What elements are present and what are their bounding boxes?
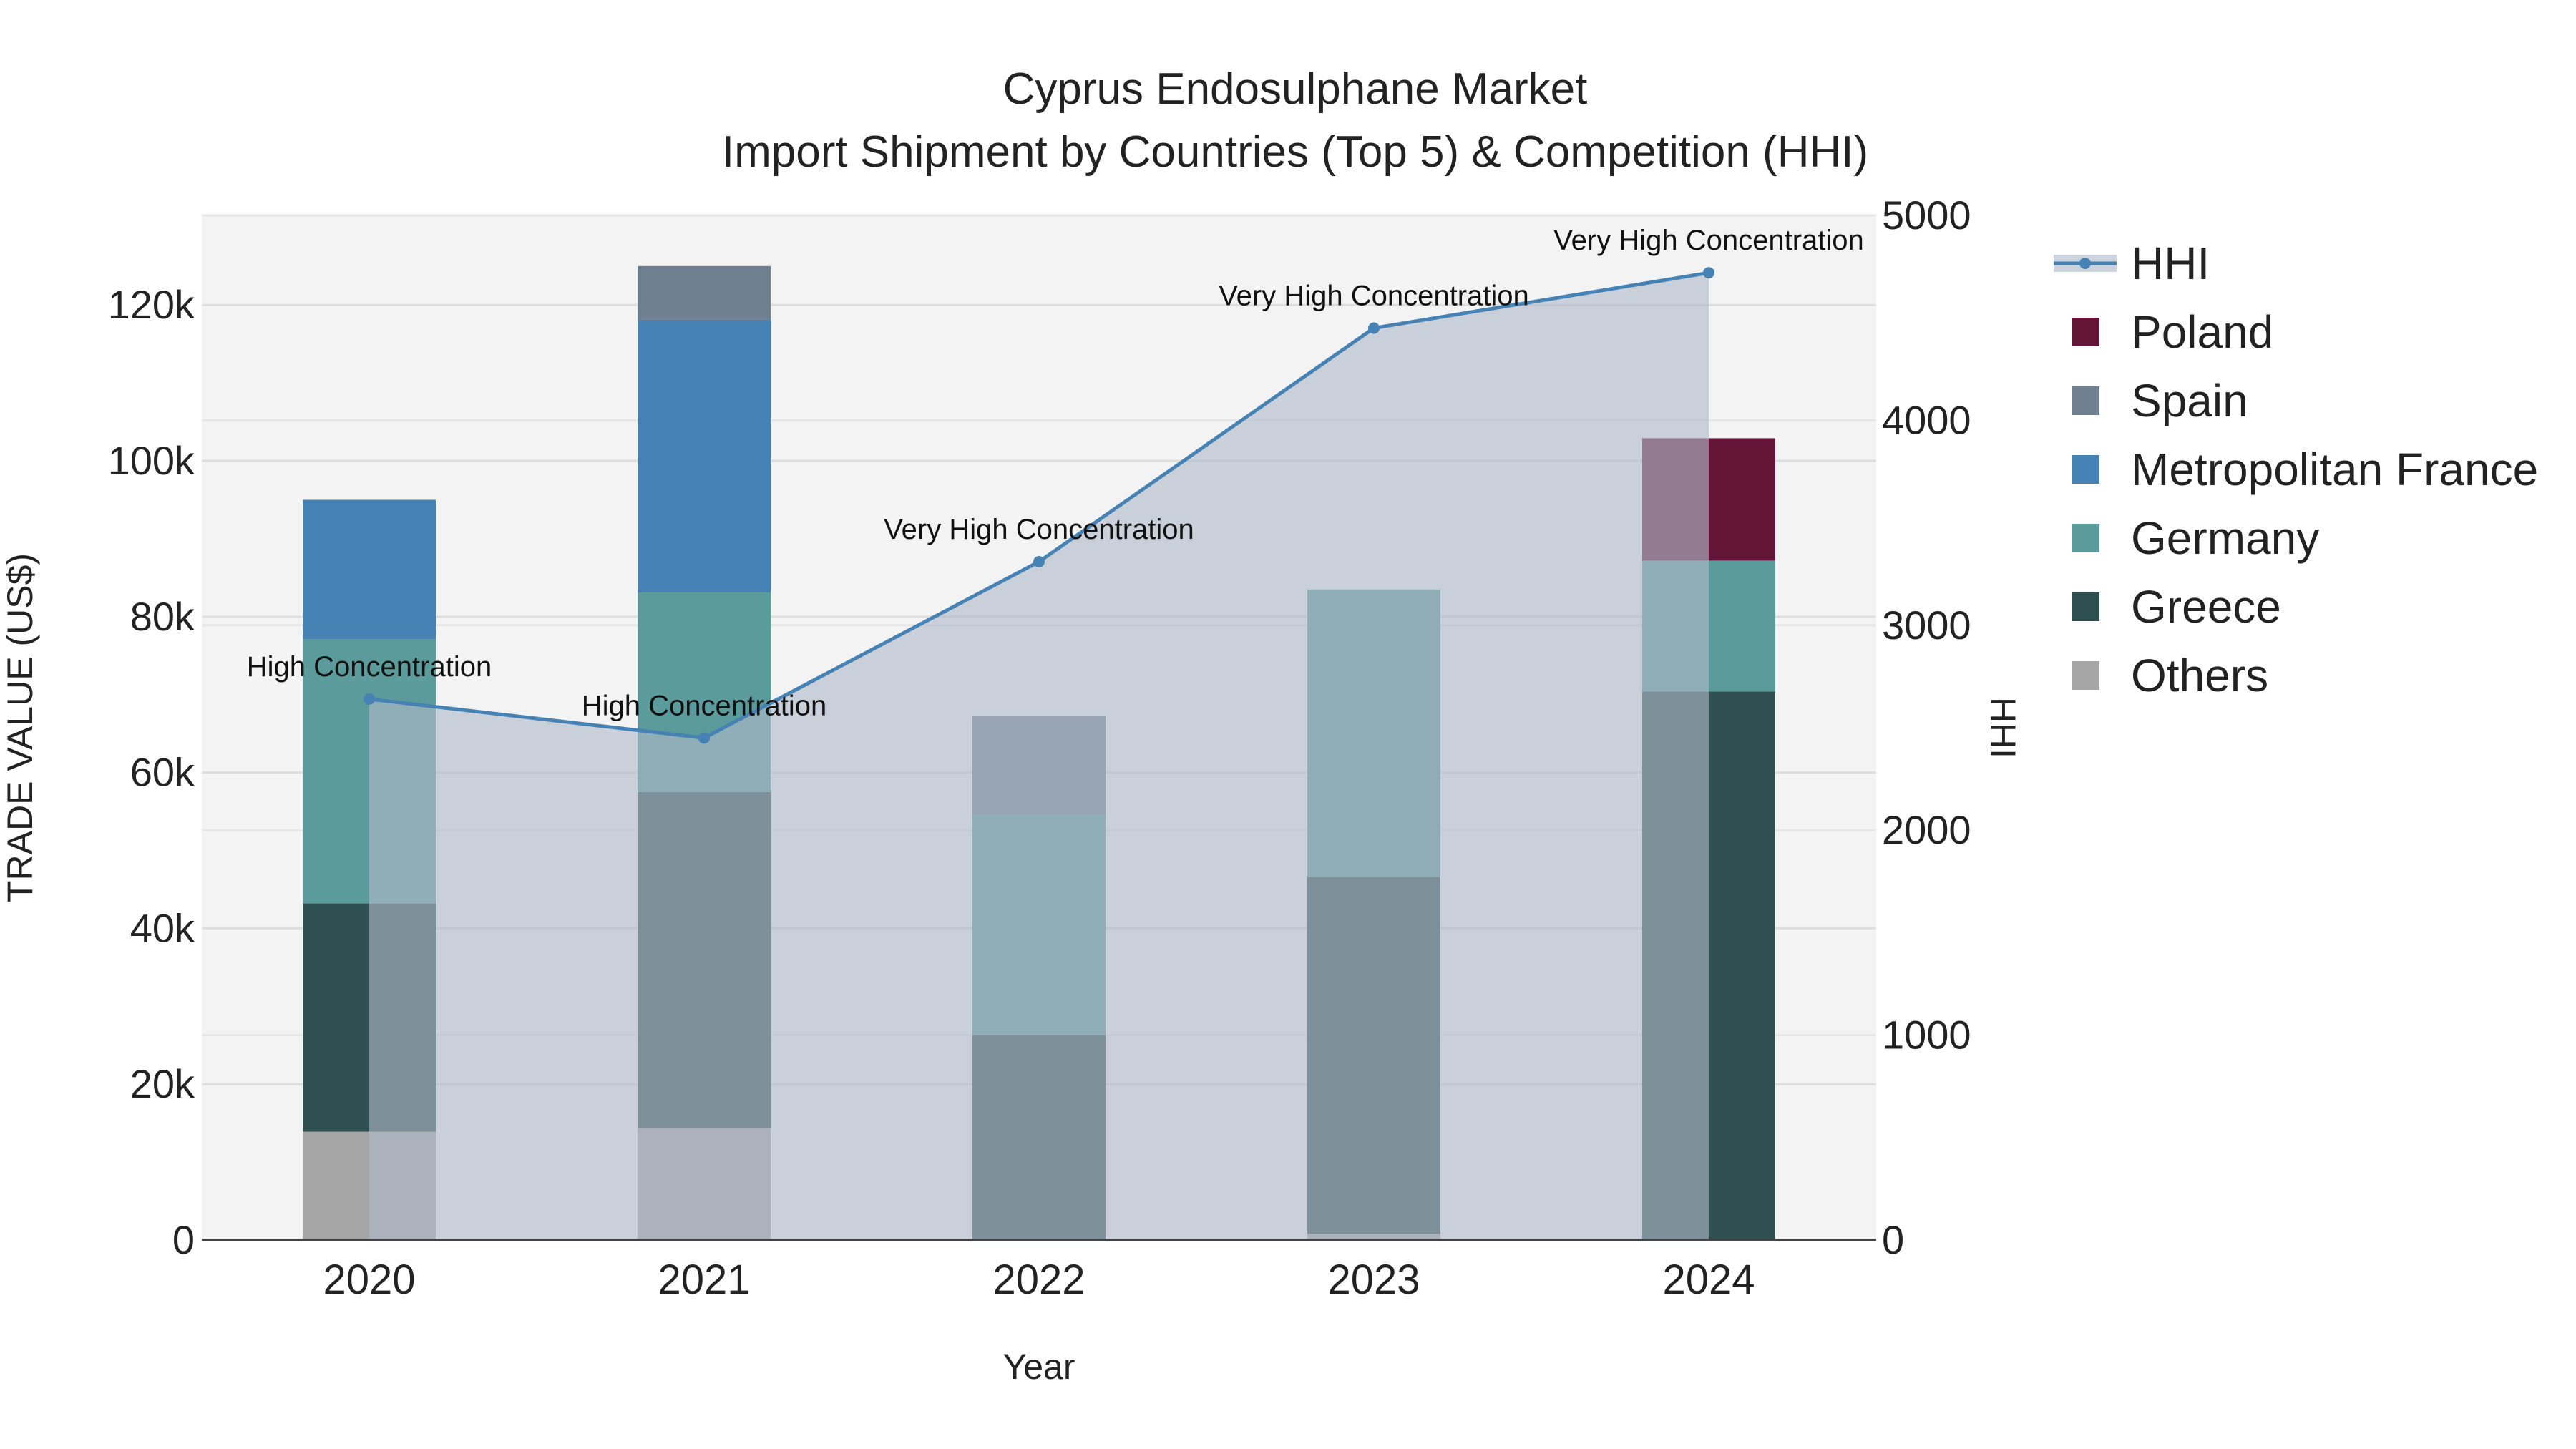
chart-subtitle: Import Shipment by Countries (Top 5) & C… bbox=[722, 127, 1868, 177]
legend-swatch-germany bbox=[2072, 524, 2099, 552]
legend-item-greece: Greece bbox=[2131, 581, 2281, 633]
y-tick-label: 60k bbox=[130, 750, 195, 795]
legend: HHI Poland Spain Metropolitan France Germany… bbox=[2054, 238, 2538, 701]
y2-tick-label: 2000 bbox=[1882, 807, 1971, 852]
legend-item-poland: Poland bbox=[2131, 306, 2273, 358]
hhi-label-2022: Very High Concentration bbox=[884, 514, 1194, 545]
legend-swatch-spain bbox=[2072, 386, 2099, 415]
y-tick-label: 120k bbox=[108, 282, 195, 327]
legend-swatch-others bbox=[2072, 661, 2099, 690]
hhi-label-2024: Very High Concentration bbox=[1553, 225, 1864, 256]
legend-item-spain: Spain bbox=[2131, 375, 2248, 426]
hhi-layer: High Concentration High Concentration Very… bbox=[247, 225, 1864, 1240]
y-tick-label: 40k bbox=[130, 905, 195, 950]
hhi-point-2020 bbox=[364, 693, 375, 705]
y-axis-title: TRADE VALUE (US$) bbox=[0, 553, 40, 902]
legend-item-others: Others bbox=[2131, 650, 2268, 701]
y-tick-label: 80k bbox=[130, 594, 195, 639]
x-tick-label: 2021 bbox=[658, 1257, 750, 1303]
bar-metropolitan-france-2020 bbox=[303, 499, 436, 640]
hhi-label-2023: Very High Concentration bbox=[1219, 280, 1529, 312]
legend-item-germany: Germany bbox=[2131, 512, 2319, 564]
hhi-point-2023 bbox=[1368, 322, 1380, 334]
hhi-point-2024 bbox=[1703, 267, 1714, 279]
legend-swatch-poland bbox=[2072, 318, 2099, 346]
y2-tick-label: 3000 bbox=[1882, 602, 1971, 648]
axes: 0 20k 40k 60k 80k 100k 120k 0 1000 2000 3000 4000 50… bbox=[108, 192, 1971, 1303]
x-axis-title: Year bbox=[1002, 1347, 1075, 1387]
legend-swatch-greece bbox=[2072, 592, 2099, 621]
legend-item-metropolitan-france: Metropolitan France bbox=[2131, 444, 2538, 495]
y2-tick-label: 4000 bbox=[1882, 397, 1971, 442]
hhi-point-2022 bbox=[1033, 556, 1045, 568]
y2-tick-label: 1000 bbox=[1882, 1013, 1971, 1058]
hhi-label-2020: High Concentration bbox=[247, 651, 492, 683]
bar-metropolitan-france-2021 bbox=[638, 319, 771, 593]
chart-title: Cyprus Endosulphane Market bbox=[1003, 64, 1588, 114]
hhi-area bbox=[369, 273, 1709, 1240]
x-tick-label: 2023 bbox=[1327, 1257, 1420, 1303]
hhi-label-2021: High Concentration bbox=[582, 690, 826, 721]
x-tick-label: 2020 bbox=[323, 1257, 415, 1303]
legend-item-hhi: HHI bbox=[2131, 238, 2210, 289]
bar-spain-2021 bbox=[638, 265, 771, 320]
legend-swatch-metropolitan-france bbox=[2072, 455, 2099, 484]
x-tick-label: 2024 bbox=[1662, 1257, 1755, 1303]
y-tick-label: 20k bbox=[130, 1061, 195, 1106]
y2-axis-title: HHI bbox=[1983, 697, 2023, 758]
y2-tick-label: 0 bbox=[1882, 1217, 1904, 1262]
y-tick-label: 0 bbox=[172, 1217, 195, 1262]
hhi-point-2021 bbox=[698, 732, 710, 744]
x-tick-label: 2022 bbox=[992, 1257, 1085, 1303]
y2-tick-label: 5000 bbox=[1882, 192, 1971, 238]
y-tick-label: 100k bbox=[108, 438, 195, 483]
legend-hhi-marker bbox=[2079, 258, 2091, 269]
